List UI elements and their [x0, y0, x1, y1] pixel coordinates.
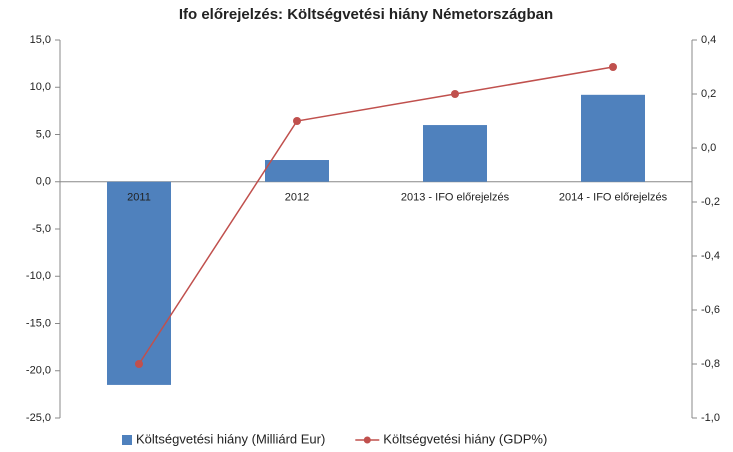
- y-tick-label: 15,0: [30, 34, 51, 46]
- bar: [423, 125, 487, 182]
- y-tick-label: -10,0: [26, 270, 51, 282]
- legend-label: Költségvetési hiány (Milliárd Eur): [136, 431, 325, 446]
- legend-swatch: [122, 435, 132, 445]
- point: [451, 90, 459, 98]
- y-tick-label: 5,0: [36, 128, 51, 140]
- y2-tick-label: -1,0: [701, 412, 720, 424]
- point: [135, 360, 143, 368]
- bar: [581, 94, 645, 182]
- y-tick-label: 10,0: [30, 81, 51, 93]
- bar: [265, 160, 329, 182]
- y2-tick-label: 0,4: [701, 34, 716, 46]
- x-tick-label: 2011: [127, 192, 151, 204]
- y-tick-label: 0,0: [36, 176, 51, 188]
- bar: [107, 181, 171, 385]
- y2-tick-label: -0,4: [701, 250, 720, 262]
- x-tick-label: 2014 - IFO előrejelzés: [559, 192, 668, 204]
- y2-tick-label: 0,0: [701, 142, 716, 154]
- legend-swatch: [363, 436, 371, 444]
- y-tick-label: -15,0: [26, 317, 51, 329]
- y2-tick-label: -0,8: [701, 358, 720, 370]
- x-tick-label: 2013 - IFO előrejelzés: [401, 192, 510, 204]
- y-tick-label: -25,0: [26, 412, 51, 424]
- line: [138, 66, 614, 365]
- y2-tick-label: -0,2: [701, 196, 720, 208]
- y-tick-label: -5,0: [32, 223, 51, 235]
- y-tick-label: -20,0: [26, 365, 51, 377]
- x-tick-label: 2012: [285, 192, 309, 204]
- y2-tick-label: -0,6: [701, 304, 720, 316]
- point: [293, 117, 301, 125]
- point: [609, 63, 617, 71]
- y2-tick-label: 0,2: [701, 88, 716, 100]
- legend-label: Költségvetési hiány (GDP%): [383, 431, 547, 446]
- chart-title: Ifo előrejelzés: Költségvetési hiány Ném…: [179, 6, 553, 23]
